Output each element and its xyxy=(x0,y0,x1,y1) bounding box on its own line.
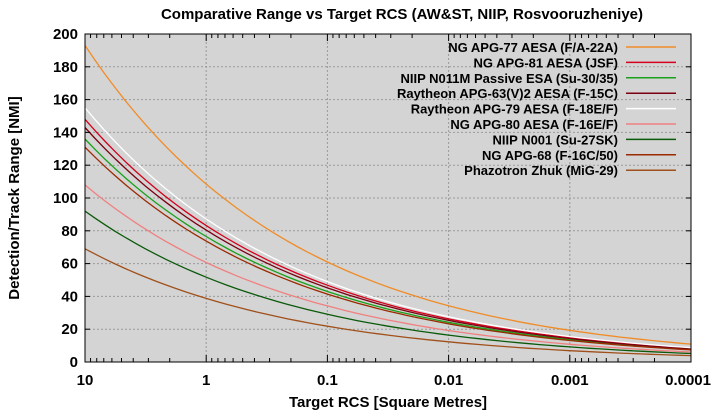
legend-label: NIIP N011M Passive ESA (Su-30/35) xyxy=(401,71,619,86)
y-tick-label: 80 xyxy=(61,223,78,240)
y-tick-label: 180 xyxy=(53,59,78,76)
series-line xyxy=(84,118,692,350)
legend-label: Raytheon APG-63(V)2 AESA (F-15C) xyxy=(397,86,618,101)
y-axis-label: Detection/Track Range [NMI] xyxy=(6,96,23,299)
legend: NG APG-77 AESA (F/A-22A)NG APG-81 AESA (… xyxy=(397,40,676,178)
series-line xyxy=(84,248,692,357)
legend-label: NG APG-81 AESA (JSF) xyxy=(474,55,618,70)
y-tick-label: 160 xyxy=(53,92,78,109)
series-line xyxy=(84,127,692,350)
series-line xyxy=(84,107,692,349)
series-line xyxy=(84,45,692,345)
series-line xyxy=(84,184,692,353)
chart-title: Comparative Range vs Target RCS (AW&ST, … xyxy=(161,6,643,23)
series-line xyxy=(84,138,692,351)
grid xyxy=(85,34,691,362)
y-tick-label: 140 xyxy=(53,124,78,141)
legend-label: NG APG-68 (F-16C/50) xyxy=(482,148,618,163)
series-line xyxy=(84,146,692,351)
legend-label: Phazotron Zhuk (MiG-29) xyxy=(464,163,618,178)
x-axis-ticks: 10 1 0.1 0.01 0.001 0.0001 xyxy=(77,34,711,389)
y-tick-label: 100 xyxy=(53,190,78,207)
y-tick-label: 60 xyxy=(61,256,78,273)
series-lines xyxy=(84,45,692,357)
y-tick-label: 120 xyxy=(53,157,78,174)
legend-label: NG APG-77 AESA (F/A-22A) xyxy=(448,40,618,55)
legend-label: NG APG-80 AESA (F-16E/F) xyxy=(450,117,618,132)
x-tick-label: 0.0001 xyxy=(665,372,711,389)
y-tick-label: 40 xyxy=(61,288,78,305)
legend-label: NIIP N001 (Su-27SK) xyxy=(493,132,618,147)
series-line xyxy=(84,210,692,355)
x-axis-label: Target RCS [Square Metres] xyxy=(289,394,487,411)
legend-label: Raytheon APG-79 AESA (F-18E/F) xyxy=(411,102,618,117)
y-tick-label: 0 xyxy=(70,354,78,371)
x-tick-label: 1 xyxy=(202,372,210,389)
x-tick-label: 10 xyxy=(77,372,94,389)
x-tick-label: 0.001 xyxy=(551,372,589,389)
y-tick-label: 20 xyxy=(61,321,78,338)
y-axis-ticks: 0 20 40 60 80 100 120 140 160 180 200 xyxy=(53,26,691,371)
x-tick-label: 0.01 xyxy=(434,372,463,389)
x-tick-label: 0.1 xyxy=(317,372,338,389)
y-tick-label: 200 xyxy=(53,26,78,43)
